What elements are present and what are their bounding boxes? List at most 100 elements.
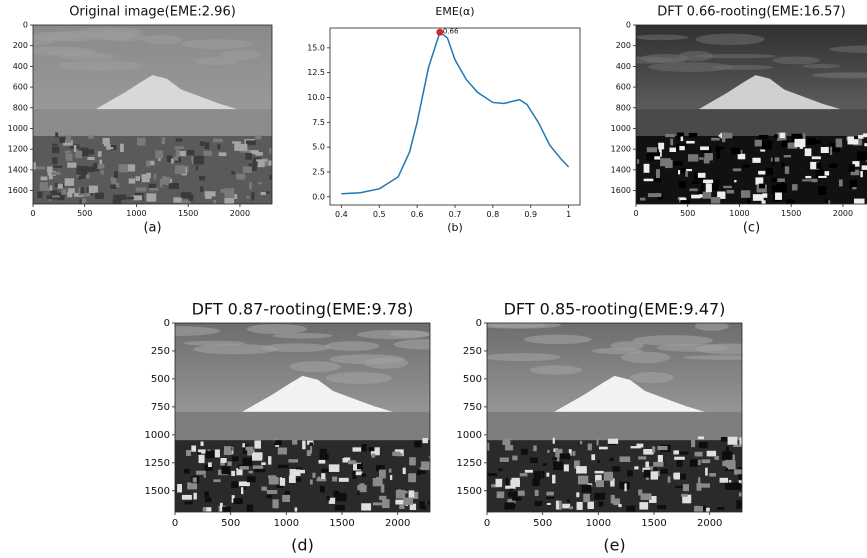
building <box>568 449 572 456</box>
building <box>402 467 406 475</box>
building <box>852 161 860 167</box>
cloud <box>802 63 841 69</box>
building <box>46 166 53 172</box>
building <box>319 448 327 458</box>
building <box>269 174 272 180</box>
building <box>576 466 587 474</box>
building <box>698 442 708 449</box>
cloud <box>829 45 867 54</box>
building <box>53 165 63 168</box>
y-tick-label: 600 <box>13 83 28 92</box>
building <box>145 160 151 167</box>
y-tick-label: 250 <box>463 346 482 357</box>
building <box>242 443 245 448</box>
building <box>674 456 685 460</box>
building <box>202 507 207 512</box>
cloud <box>629 372 674 384</box>
building <box>552 437 555 444</box>
building <box>607 438 619 444</box>
building <box>204 142 210 150</box>
caption: (c) <box>743 221 760 236</box>
building <box>553 461 564 471</box>
y-tick-label: 1400 <box>8 165 28 174</box>
building <box>220 189 227 193</box>
building <box>357 463 363 470</box>
building <box>245 140 256 146</box>
building <box>652 446 656 453</box>
building <box>576 501 583 510</box>
y-tick-label: 15.0 <box>307 43 325 52</box>
building <box>272 499 279 509</box>
building <box>627 470 633 477</box>
building <box>85 173 90 179</box>
building <box>246 195 250 199</box>
building <box>848 164 856 172</box>
building <box>213 199 217 204</box>
building <box>487 442 490 451</box>
building <box>791 133 803 142</box>
building <box>246 476 256 483</box>
building <box>726 189 735 194</box>
building <box>326 496 330 501</box>
building <box>678 181 687 188</box>
building <box>99 159 103 166</box>
building <box>774 134 778 139</box>
building <box>546 491 554 496</box>
y-tick-label: 1500 <box>145 486 170 497</box>
building <box>146 193 157 202</box>
building <box>306 450 311 457</box>
cloud <box>811 72 867 79</box>
building <box>770 157 780 162</box>
building <box>735 483 742 489</box>
cloud <box>524 334 592 345</box>
building <box>752 194 764 201</box>
cloud <box>636 34 689 41</box>
building <box>533 445 537 452</box>
building <box>505 445 514 451</box>
building <box>734 180 737 183</box>
building <box>422 505 427 510</box>
building <box>232 456 239 462</box>
building <box>265 495 272 498</box>
building <box>657 445 668 451</box>
x-tick-label: 500 <box>533 518 552 529</box>
cloud <box>193 344 278 355</box>
building <box>51 171 61 175</box>
building <box>191 155 196 161</box>
y-tick-label: 7.5 <box>312 118 325 127</box>
building <box>542 463 548 466</box>
building <box>65 153 73 161</box>
building <box>649 496 657 503</box>
mountain <box>550 375 712 414</box>
building <box>249 182 252 190</box>
building <box>382 499 390 509</box>
building <box>771 177 777 182</box>
building <box>862 133 867 138</box>
building <box>714 179 720 184</box>
x-tick-label: 0 <box>30 209 35 218</box>
building <box>691 439 696 448</box>
building <box>828 163 838 168</box>
cloud <box>695 33 765 45</box>
axes-frame <box>635 24 867 205</box>
building <box>159 178 163 188</box>
y-tick-label: 400 <box>616 62 631 71</box>
building <box>173 197 183 203</box>
building <box>95 163 105 169</box>
building <box>239 149 251 153</box>
building <box>268 456 272 465</box>
building <box>709 473 716 477</box>
building <box>236 468 243 476</box>
y-tick-label: 1500 <box>457 486 482 497</box>
y-tick-label: 1000 <box>145 430 170 441</box>
building <box>676 473 687 480</box>
building <box>857 154 865 159</box>
building <box>673 450 679 455</box>
building <box>268 476 279 485</box>
building <box>519 473 528 477</box>
building <box>824 171 830 176</box>
building <box>198 454 205 464</box>
building <box>660 158 671 167</box>
building <box>50 190 58 200</box>
building <box>212 138 223 143</box>
